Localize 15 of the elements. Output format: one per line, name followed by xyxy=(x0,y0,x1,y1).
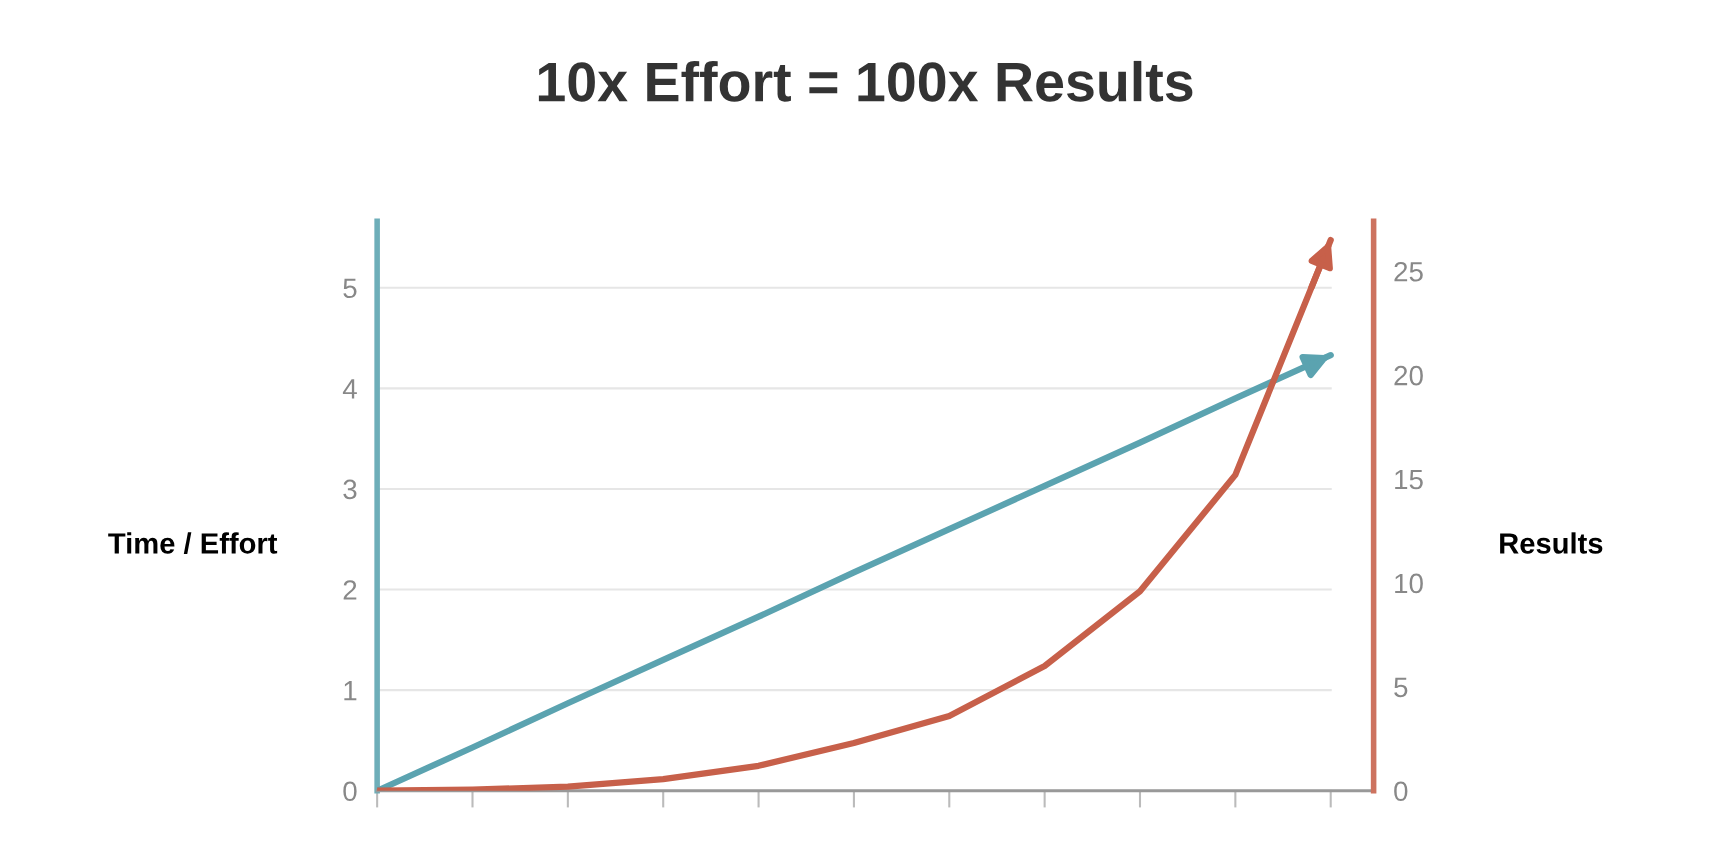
y-tick-label: 5 xyxy=(343,278,357,299)
y2-tick-label: 25 xyxy=(1394,261,1423,282)
y-axis-title: Time / Effort xyxy=(108,532,278,555)
y-tick-label: 0 xyxy=(343,781,357,802)
y2-tick-label: 15 xyxy=(1395,469,1423,490)
y2-tick-label: 0 xyxy=(1394,781,1408,802)
y-tick-label: 4 xyxy=(342,379,357,399)
chart-title: 10x Effort = 100x Results xyxy=(538,60,1193,102)
y2-tick-label: 20 xyxy=(1394,365,1423,386)
y2-axis-title: Results xyxy=(1500,532,1603,554)
y-tick-label: 2 xyxy=(343,580,357,600)
y2-tick-label: 5 xyxy=(1394,677,1408,698)
y-tick-label: 3 xyxy=(343,479,357,500)
y-tick-label: 1 xyxy=(344,681,357,701)
y2-tick-label: 10 xyxy=(1395,573,1423,594)
